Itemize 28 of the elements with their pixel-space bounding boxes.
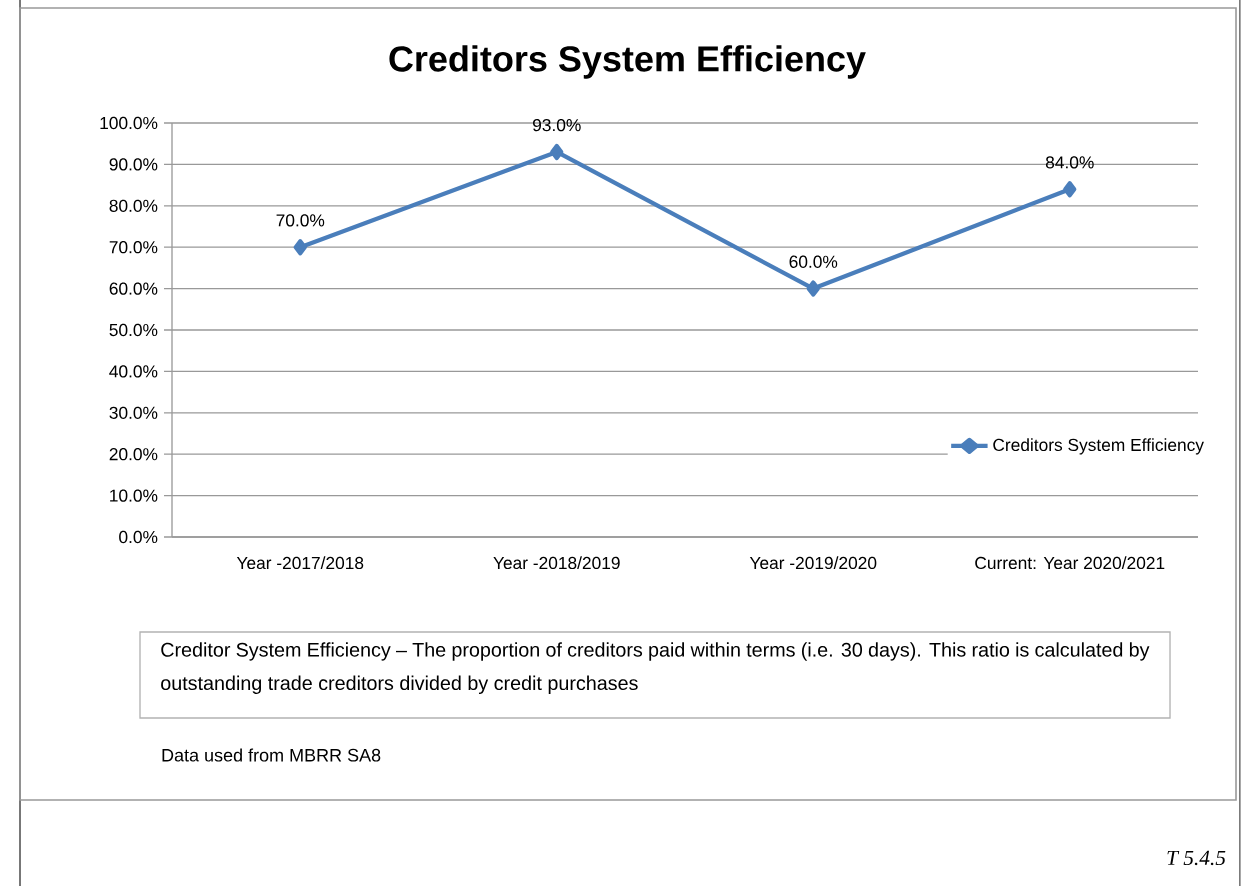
point xyxy=(1063,181,1077,198)
legend-label: Creditors System Efficiency xyxy=(993,438,1204,455)
point xyxy=(293,239,307,256)
y-tick-label: 70.0% xyxy=(109,241,158,254)
data-label: 60.0% xyxy=(789,255,838,268)
x-tick-label: Year -2017/2018 xyxy=(236,556,364,570)
y-tick-label: 80.0% xyxy=(109,199,158,212)
y-tick-label: 50.0% xyxy=(109,323,158,337)
y-tick-label: 30.0% xyxy=(109,406,158,419)
y-tick-label: 10.0% xyxy=(110,489,158,502)
point xyxy=(806,280,820,297)
text: T 5.4.5 xyxy=(1167,850,1226,866)
y-tick-label: 90.0% xyxy=(109,158,158,171)
data-label: 70.0% xyxy=(276,214,325,227)
y-tick-label: 0.0% xyxy=(119,530,158,544)
text: Data used from MBRR SA8 xyxy=(162,748,381,762)
y-tick-label: 100.0% xyxy=(100,116,158,130)
y-tick-label: 40.0% xyxy=(109,365,158,378)
x-tick-label: Current: Year 2020/2021 xyxy=(975,556,1165,570)
x-tick-label: Year -2018/2019 xyxy=(493,556,620,570)
text: Creditor System Efficiency – The proportion of creditors paid within terms (i.e. 30 days). This ratio is calculated by outstanding trade creditors divided by credit purchases xyxy=(161,642,1150,694)
data-label: 84.0% xyxy=(1045,156,1094,169)
data-label: 93.0% xyxy=(532,118,581,132)
y-tick-label: 60.0% xyxy=(109,282,158,295)
point xyxy=(550,143,564,161)
x-tick-label: Year -2019/2020 xyxy=(749,556,877,570)
chart-title: Creditors System Efficiency xyxy=(389,45,866,79)
y-tick-label: 20.0% xyxy=(109,448,158,461)
